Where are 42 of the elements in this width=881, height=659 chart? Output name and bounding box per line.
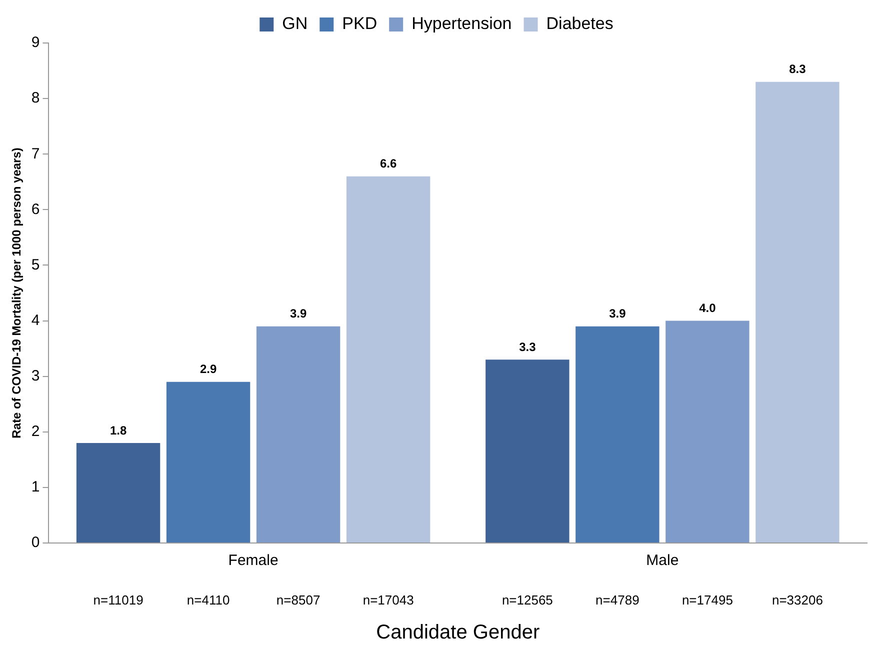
text: n=4110	[186, 592, 230, 608]
y-tick-label: 9	[31, 34, 40, 52]
text: n=33206	[772, 592, 823, 608]
text: n=17043	[362, 592, 414, 608]
bar	[346, 176, 430, 542]
bar	[666, 320, 750, 542]
text: n=12565	[502, 592, 553, 608]
bar	[256, 326, 340, 542]
x-tick-label: Male	[646, 552, 679, 570]
legend-label: PKD	[342, 14, 378, 34]
legend-label: GN	[282, 14, 308, 34]
y-tick-label: 1	[31, 478, 40, 496]
x-tick-label: Female	[228, 552, 278, 570]
data-label: 1.8	[110, 423, 127, 438]
text: n=4789	[596, 592, 640, 608]
data-label: 3.9	[609, 306, 626, 321]
data-label: 4.0	[699, 301, 716, 316]
y-tick-label: 4	[31, 312, 40, 329]
text: n=8507	[276, 592, 320, 608]
y-tick-label: 7	[31, 145, 40, 162]
y-tick-label: 2	[31, 423, 40, 440]
legend-label: Hypertension	[412, 14, 512, 34]
data-label: 8.3	[789, 62, 806, 76]
y-tick-label: 5	[31, 256, 40, 274]
bar	[486, 360, 570, 542]
data-label: 3.9	[290, 306, 307, 321]
y-tick-label: 6	[31, 200, 40, 218]
y-tick-label: 3	[31, 367, 40, 384]
y-tick-label: 8	[31, 90, 40, 107]
data-label: 2.9	[200, 362, 217, 376]
bar	[76, 443, 160, 542]
legend-label: Diabetes	[546, 14, 614, 34]
x-axis-title: Candidate Gender	[376, 622, 540, 644]
text: n=17495	[682, 592, 733, 608]
bar	[576, 326, 660, 542]
y-axis-title: Rate of COVID-19 Mortality (per 1000 person years)	[10, 148, 24, 438]
y-tick-label: 0	[31, 534, 40, 552]
text: n=11019	[93, 592, 144, 608]
bar	[756, 82, 840, 542]
data-label: 3.3	[519, 340, 536, 354]
bar	[166, 382, 250, 542]
data-label: 6.6	[380, 156, 397, 171]
